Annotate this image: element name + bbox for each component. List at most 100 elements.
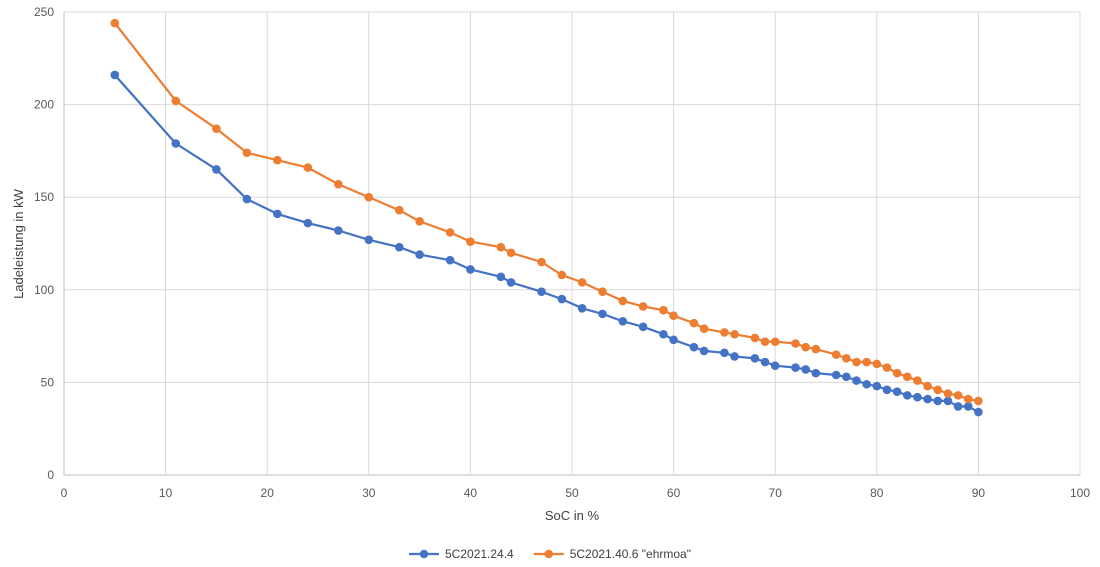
data-point: [953, 391, 963, 400]
data-point: [171, 139, 181, 148]
data-point: [659, 329, 668, 339]
x-tick-label: 100: [1070, 486, 1090, 500]
data-point: [445, 228, 455, 237]
y-tick-label: 50: [41, 375, 55, 389]
x-tick-label: 10: [159, 486, 173, 500]
legend-label: 5C2021.40.6 "ehrmoa": [570, 547, 691, 561]
data-point: [963, 394, 973, 404]
y-axis-title: Ladeleistung in kW: [11, 188, 26, 299]
data-point: [303, 218, 313, 228]
data-point: [496, 242, 506, 252]
data-point: [110, 70, 120, 80]
data-point: [862, 357, 871, 367]
data-point: [212, 124, 221, 133]
data-point: [273, 209, 282, 219]
data-point: [720, 348, 729, 358]
data-point: [537, 287, 546, 296]
data-point: [933, 396, 943, 406]
data-point: [760, 337, 770, 346]
gridlines: [63, 11, 1081, 476]
data-point: [334, 226, 343, 235]
data-point: [669, 335, 678, 345]
data-point: [913, 376, 922, 385]
data-point: [842, 354, 851, 363]
data-point: [750, 354, 760, 363]
data-point: [902, 372, 912, 382]
y-tick-label: 100: [34, 283, 54, 297]
data-point: [242, 194, 252, 204]
data-point: [862, 379, 871, 389]
data-point: [598, 309, 607, 319]
data-point: [801, 342, 810, 352]
data-point: [689, 342, 699, 352]
data-point: [669, 311, 678, 321]
legend-label: 5C2021.24.4: [445, 547, 514, 561]
data-point: [791, 339, 800, 348]
data-point: [638, 322, 648, 332]
x-tick-label: 70: [769, 486, 783, 500]
data-point: [943, 389, 953, 398]
data-point: [699, 346, 709, 356]
data-point: [110, 18, 120, 28]
data-point: [577, 278, 587, 287]
data-point: [415, 216, 424, 226]
series-1: [110, 70, 983, 417]
data-point: [364, 235, 374, 245]
data-point: [557, 270, 567, 280]
data-point: [923, 394, 932, 404]
data-point: [730, 329, 739, 339]
data-point: [212, 165, 221, 174]
x-tick-label: 50: [565, 486, 579, 500]
data-point: [496, 272, 506, 282]
data-point: [171, 96, 181, 106]
legend: 5C2021.24.4 5C2021.40.6 "ehrmoa": [409, 547, 691, 561]
data-point: [760, 357, 770, 367]
legend-marker-icon: [419, 549, 429, 559]
data-point: [303, 163, 313, 172]
data-point: [577, 304, 587, 313]
data-point: [852, 376, 861, 385]
data-point: [963, 402, 973, 411]
series-2: [110, 18, 983, 406]
x-tick-label: 40: [464, 486, 478, 500]
data-point: [242, 148, 252, 158]
data-point: [598, 287, 607, 296]
data-point: [831, 370, 841, 380]
y-tick-label: 0: [47, 468, 54, 482]
data-point: [791, 363, 800, 372]
data-point: [273, 155, 282, 165]
legend-item-1: 5C2021.24.4: [409, 547, 514, 561]
data-point: [811, 368, 821, 378]
data-point: [557, 294, 567, 304]
x-tick-label: 30: [362, 486, 376, 500]
data-point: [537, 257, 546, 267]
data-point: [882, 385, 892, 395]
data-point: [659, 305, 668, 315]
data-point: [831, 350, 841, 359]
data-point: [750, 333, 760, 343]
data-point: [913, 392, 922, 402]
data-point: [872, 359, 882, 369]
x-axis-title: SoC in %: [545, 508, 600, 523]
data-point: [933, 385, 943, 395]
y-tick-label: 200: [34, 98, 54, 112]
tick-labels: 0 50 100 150 200 250 0 10 20 30 40 50 60 70 80 90 100: [34, 5, 1090, 500]
series-line: [113, 22, 979, 402]
data-point: [872, 381, 882, 391]
x-tick-label: 90: [972, 486, 986, 500]
data-point: [638, 302, 648, 311]
data-point: [882, 363, 892, 372]
legend-marker-icon: [544, 549, 553, 559]
data-point: [770, 337, 780, 346]
data-point: [720, 328, 729, 337]
y-tick-label: 150: [34, 190, 54, 204]
data-point: [466, 265, 475, 274]
data-point: [892, 368, 902, 378]
data-point: [892, 387, 902, 396]
legend-item-2: 5C2021.40.6 "ehrmoa": [533, 547, 691, 561]
data-point: [394, 205, 404, 215]
data-point: [953, 402, 963, 411]
x-tick-label: 20: [261, 486, 275, 500]
x-tick-label: 60: [667, 486, 681, 500]
